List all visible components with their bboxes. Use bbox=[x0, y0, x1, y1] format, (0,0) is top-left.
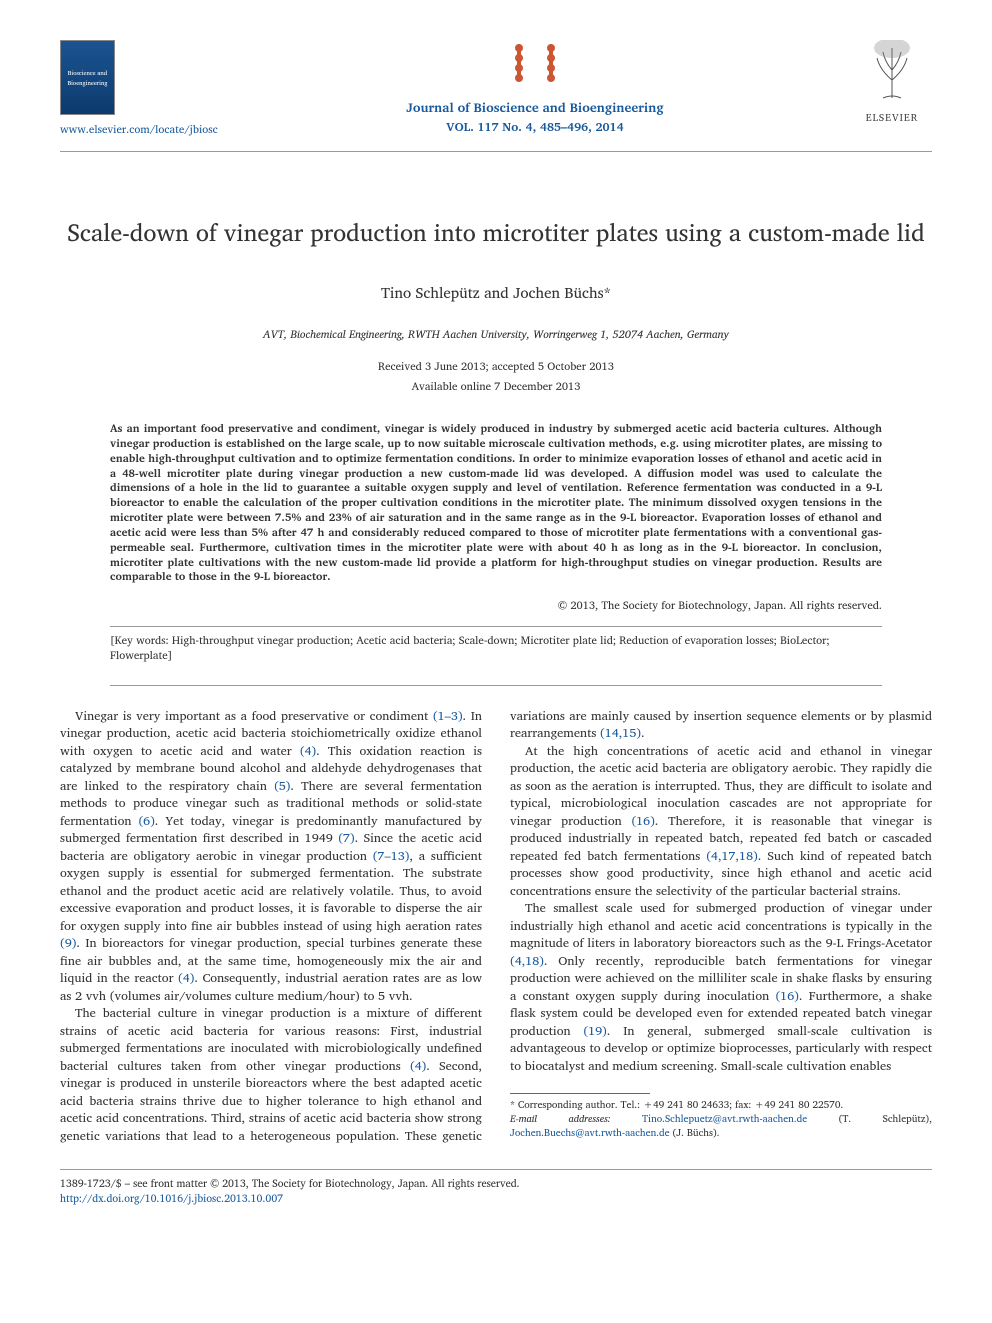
email-name: (T. Schlepütz), bbox=[807, 1111, 932, 1127]
elsevier-tree-icon bbox=[865, 40, 920, 100]
elsevier-label: ELSEVIER bbox=[852, 110, 932, 126]
email-link[interactable]: Jochen.Buechs@avt.rwth-aachen.de bbox=[510, 1125, 670, 1141]
header-left: Bioscience and Bioengineering www.elsevi… bbox=[60, 40, 218, 141]
keywords-text: High-throughput vinegar production; Acet… bbox=[110, 631, 830, 664]
body-paragraph: Vinegar is very important as a food pres… bbox=[60, 708, 482, 1006]
cover-text: Bioscience and Bioengineering bbox=[63, 68, 112, 88]
corresponding-mark: * bbox=[604, 280, 612, 305]
online-date: Available online 7 December 2013 bbox=[60, 377, 932, 395]
corresponding-author-note: * Corresponding author. Tel.: +49 241 80… bbox=[510, 1098, 932, 1112]
abstract: As an important food preservative and co… bbox=[110, 421, 882, 584]
journal-cover-thumbnail: Bioscience and Bioengineering bbox=[60, 40, 115, 115]
page-footer: 1389-1723/$ – see front matter © 2013, T… bbox=[60, 1169, 932, 1205]
header-center: Journal of Bioscience and Bioengineering… bbox=[218, 40, 852, 137]
doi-link[interactable]: http://dx.doi.org/10.1016/j.jbiosc.2013.… bbox=[60, 1189, 283, 1207]
email-name: (J. Büchs). bbox=[670, 1125, 720, 1141]
authors-text: Tino Schlepütz and Jochen Büchs bbox=[381, 280, 604, 305]
keywords-divider-bottom bbox=[110, 685, 882, 686]
authors-line: Tino Schlepütz and Jochen Büchs* bbox=[60, 280, 932, 305]
header-divider bbox=[60, 151, 932, 152]
email-addresses-line: E-mail addresses: Tino.Schlepuetz@avt.rw… bbox=[510, 1112, 932, 1140]
journal-header: Bioscience and Bioengineering www.elsevi… bbox=[60, 40, 932, 141]
locate-link[interactable]: www.elsevier.com/locate/jbiosc bbox=[60, 120, 218, 138]
journal-logo-icon bbox=[507, 40, 563, 84]
copyright-line: © 2013, The Society for Biotechnology, J… bbox=[110, 596, 882, 614]
body-paragraph: At the high concentrations of acetic aci… bbox=[510, 743, 932, 901]
header-right: ELSEVIER bbox=[852, 40, 932, 126]
journal-name: Journal of Bioscience and Bioengineering bbox=[218, 96, 852, 118]
article-title: Scale-down of vinegar production into mi… bbox=[60, 212, 932, 252]
affiliation: AVT, Biochemical Engineering, RWTH Aache… bbox=[60, 325, 932, 343]
footnotes: * Corresponding author. Tel.: +49 241 80… bbox=[510, 1098, 932, 1140]
received-date: Received 3 June 2013; accepted 5 October… bbox=[60, 357, 932, 375]
footnote-separator bbox=[510, 1093, 650, 1094]
body-paragraph: The smallest scale used for submerged pr… bbox=[510, 900, 932, 1075]
article-body: Vinegar is very important as a food pres… bbox=[60, 708, 932, 1146]
body-text: The smallest scale used for submerged pr… bbox=[510, 898, 932, 953]
keywords-divider-top bbox=[110, 626, 882, 627]
keywords-block: [Key words: High-throughput vinegar prod… bbox=[110, 633, 882, 663]
journal-issue: VOL. 117 No. 4, 485–496, 2014 bbox=[218, 118, 852, 137]
